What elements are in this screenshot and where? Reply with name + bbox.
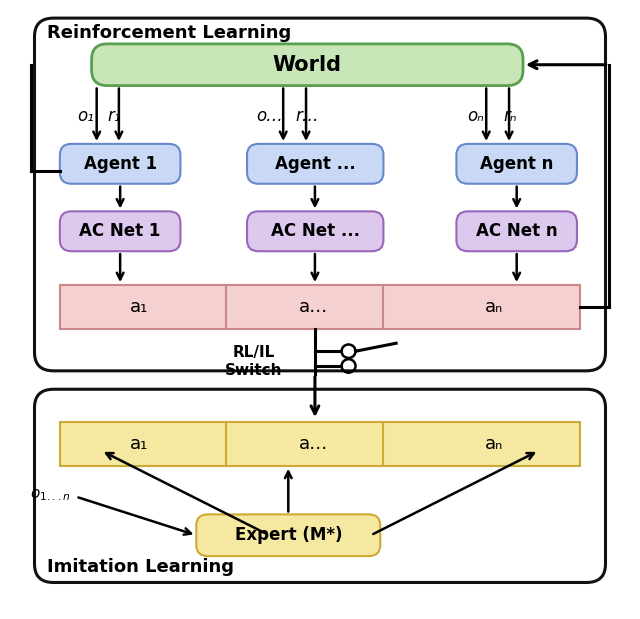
FancyBboxPatch shape [60,211,180,251]
Text: AC Net ...: AC Net ... [271,222,360,240]
Text: World: World [273,54,342,75]
FancyBboxPatch shape [247,211,383,251]
Text: $o_{1...n}$: $o_{1...n}$ [30,487,70,503]
Text: rₙ: rₙ [504,107,517,125]
Text: a…: a… [299,435,328,453]
Text: AC Net 1: AC Net 1 [79,222,161,240]
Text: aₙ: aₙ [485,435,504,453]
Text: AC Net n: AC Net n [476,222,557,240]
FancyBboxPatch shape [247,144,383,184]
Text: Agent 1: Agent 1 [84,155,157,173]
FancyBboxPatch shape [35,18,605,371]
Text: r₁: r₁ [107,107,120,125]
FancyBboxPatch shape [60,144,180,184]
Text: r…: r… [296,107,319,125]
Text: a₁: a₁ [130,435,148,453]
Text: o₁: o₁ [77,107,93,125]
Text: Agent n: Agent n [480,155,554,173]
Text: Agent ...: Agent ... [275,155,356,173]
FancyBboxPatch shape [196,514,380,556]
Text: Imitation Learning: Imitation Learning [47,558,234,576]
Text: o…: o… [256,107,283,125]
Text: a…: a… [299,298,328,316]
Text: a₁: a₁ [130,298,148,316]
Text: RL/IL
Switch: RL/IL Switch [225,345,282,378]
Bar [60,285,580,329]
Text: oₙ: oₙ [467,107,484,125]
FancyBboxPatch shape [456,144,577,184]
Text: Expert (M*): Expert (M*) [234,526,342,544]
Text: Reinforcement Learning: Reinforcement Learning [47,24,291,43]
FancyBboxPatch shape [456,211,577,251]
FancyBboxPatch shape [35,389,605,582]
FancyBboxPatch shape [92,44,523,85]
Bar [60,422,580,466]
Text: aₙ: aₙ [485,298,504,316]
